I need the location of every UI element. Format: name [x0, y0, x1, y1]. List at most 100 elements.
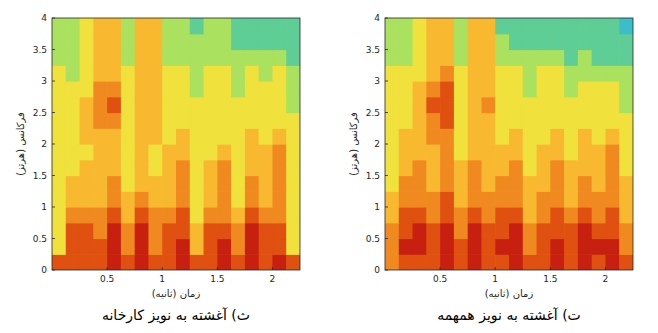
- cell: [440, 160, 454, 176]
- cell: [481, 223, 495, 239]
- cell: [385, 128, 399, 144]
- cell: [231, 191, 245, 207]
- cell: [523, 144, 537, 160]
- cell: [495, 144, 509, 160]
- cell: [259, 34, 273, 50]
- plot-frame: [385, 18, 633, 270]
- cell: [121, 254, 135, 270]
- cell: [564, 81, 578, 97]
- cell: [523, 81, 537, 97]
- cell: [385, 207, 399, 223]
- cell: [190, 207, 204, 223]
- cell: [286, 81, 300, 97]
- cell: [440, 176, 454, 192]
- y-tick: [385, 144, 388, 145]
- cell: [107, 223, 121, 239]
- cell: [619, 176, 633, 192]
- cell: [286, 113, 300, 129]
- cell: [426, 144, 440, 160]
- cell: [162, 144, 176, 160]
- cell: [537, 239, 551, 255]
- cell: [440, 34, 454, 50]
- cell: [259, 97, 273, 113]
- cell: [231, 97, 245, 113]
- cell: [80, 144, 94, 160]
- cell: [286, 223, 300, 239]
- cell: [286, 207, 300, 223]
- cell: [121, 144, 135, 160]
- cell: [259, 113, 273, 129]
- cell: [619, 81, 633, 97]
- cell: [272, 223, 286, 239]
- cell: [509, 65, 523, 81]
- caption: ث) آغشته به نویز کارخانه: [102, 307, 250, 324]
- cell: [619, 97, 633, 113]
- cell: [52, 65, 66, 81]
- cell: [148, 97, 162, 113]
- cell: [481, 34, 495, 50]
- y-tick: [52, 49, 55, 50]
- cell: [52, 34, 66, 50]
- cell: [481, 81, 495, 97]
- cell: [399, 160, 413, 176]
- cell: [619, 50, 633, 66]
- cell: [52, 18, 66, 34]
- cell: [619, 18, 633, 34]
- cell: [385, 18, 399, 34]
- cell: [176, 65, 190, 81]
- cell: [107, 239, 121, 255]
- cell: [495, 207, 509, 223]
- cell: [93, 81, 107, 97]
- cell: [286, 254, 300, 270]
- cell: [135, 239, 149, 255]
- cell: [385, 191, 399, 207]
- cell: [509, 81, 523, 97]
- cell: [605, 191, 619, 207]
- cell: [399, 18, 413, 34]
- cell: [176, 144, 190, 160]
- cell: [272, 160, 286, 176]
- cell: [564, 160, 578, 176]
- cell: [259, 239, 273, 255]
- cell: [286, 128, 300, 144]
- cell: [231, 254, 245, 270]
- cell: [426, 50, 440, 66]
- cell: [426, 207, 440, 223]
- cell: [509, 18, 523, 34]
- cell: [162, 239, 176, 255]
- cell: [148, 223, 162, 239]
- cell: [413, 50, 427, 66]
- cell: [107, 81, 121, 97]
- cell: [66, 34, 80, 50]
- cell: [619, 113, 633, 129]
- cell: [66, 223, 80, 239]
- y-tick-label: 0.5: [366, 234, 380, 244]
- cell: [440, 113, 454, 129]
- cell: [426, 223, 440, 239]
- cell: [107, 113, 121, 129]
- cell: [592, 254, 606, 270]
- cell: [190, 65, 204, 81]
- cell: [121, 81, 135, 97]
- cell: [454, 191, 468, 207]
- cell: [509, 160, 523, 176]
- cell: [176, 81, 190, 97]
- cell: [468, 239, 482, 255]
- cell: [495, 113, 509, 129]
- cell: [537, 65, 551, 81]
- cell: [107, 191, 121, 207]
- cell: [481, 50, 495, 66]
- cell: [135, 176, 149, 192]
- cell: [564, 207, 578, 223]
- cell: [605, 207, 619, 223]
- cell: [176, 176, 190, 192]
- cell: [176, 128, 190, 144]
- cell: [259, 18, 273, 34]
- cell: [399, 81, 413, 97]
- cell: [286, 144, 300, 160]
- cell: [426, 65, 440, 81]
- cell: [245, 176, 259, 192]
- cell: [413, 176, 427, 192]
- cell: [454, 34, 468, 50]
- cell: [495, 176, 509, 192]
